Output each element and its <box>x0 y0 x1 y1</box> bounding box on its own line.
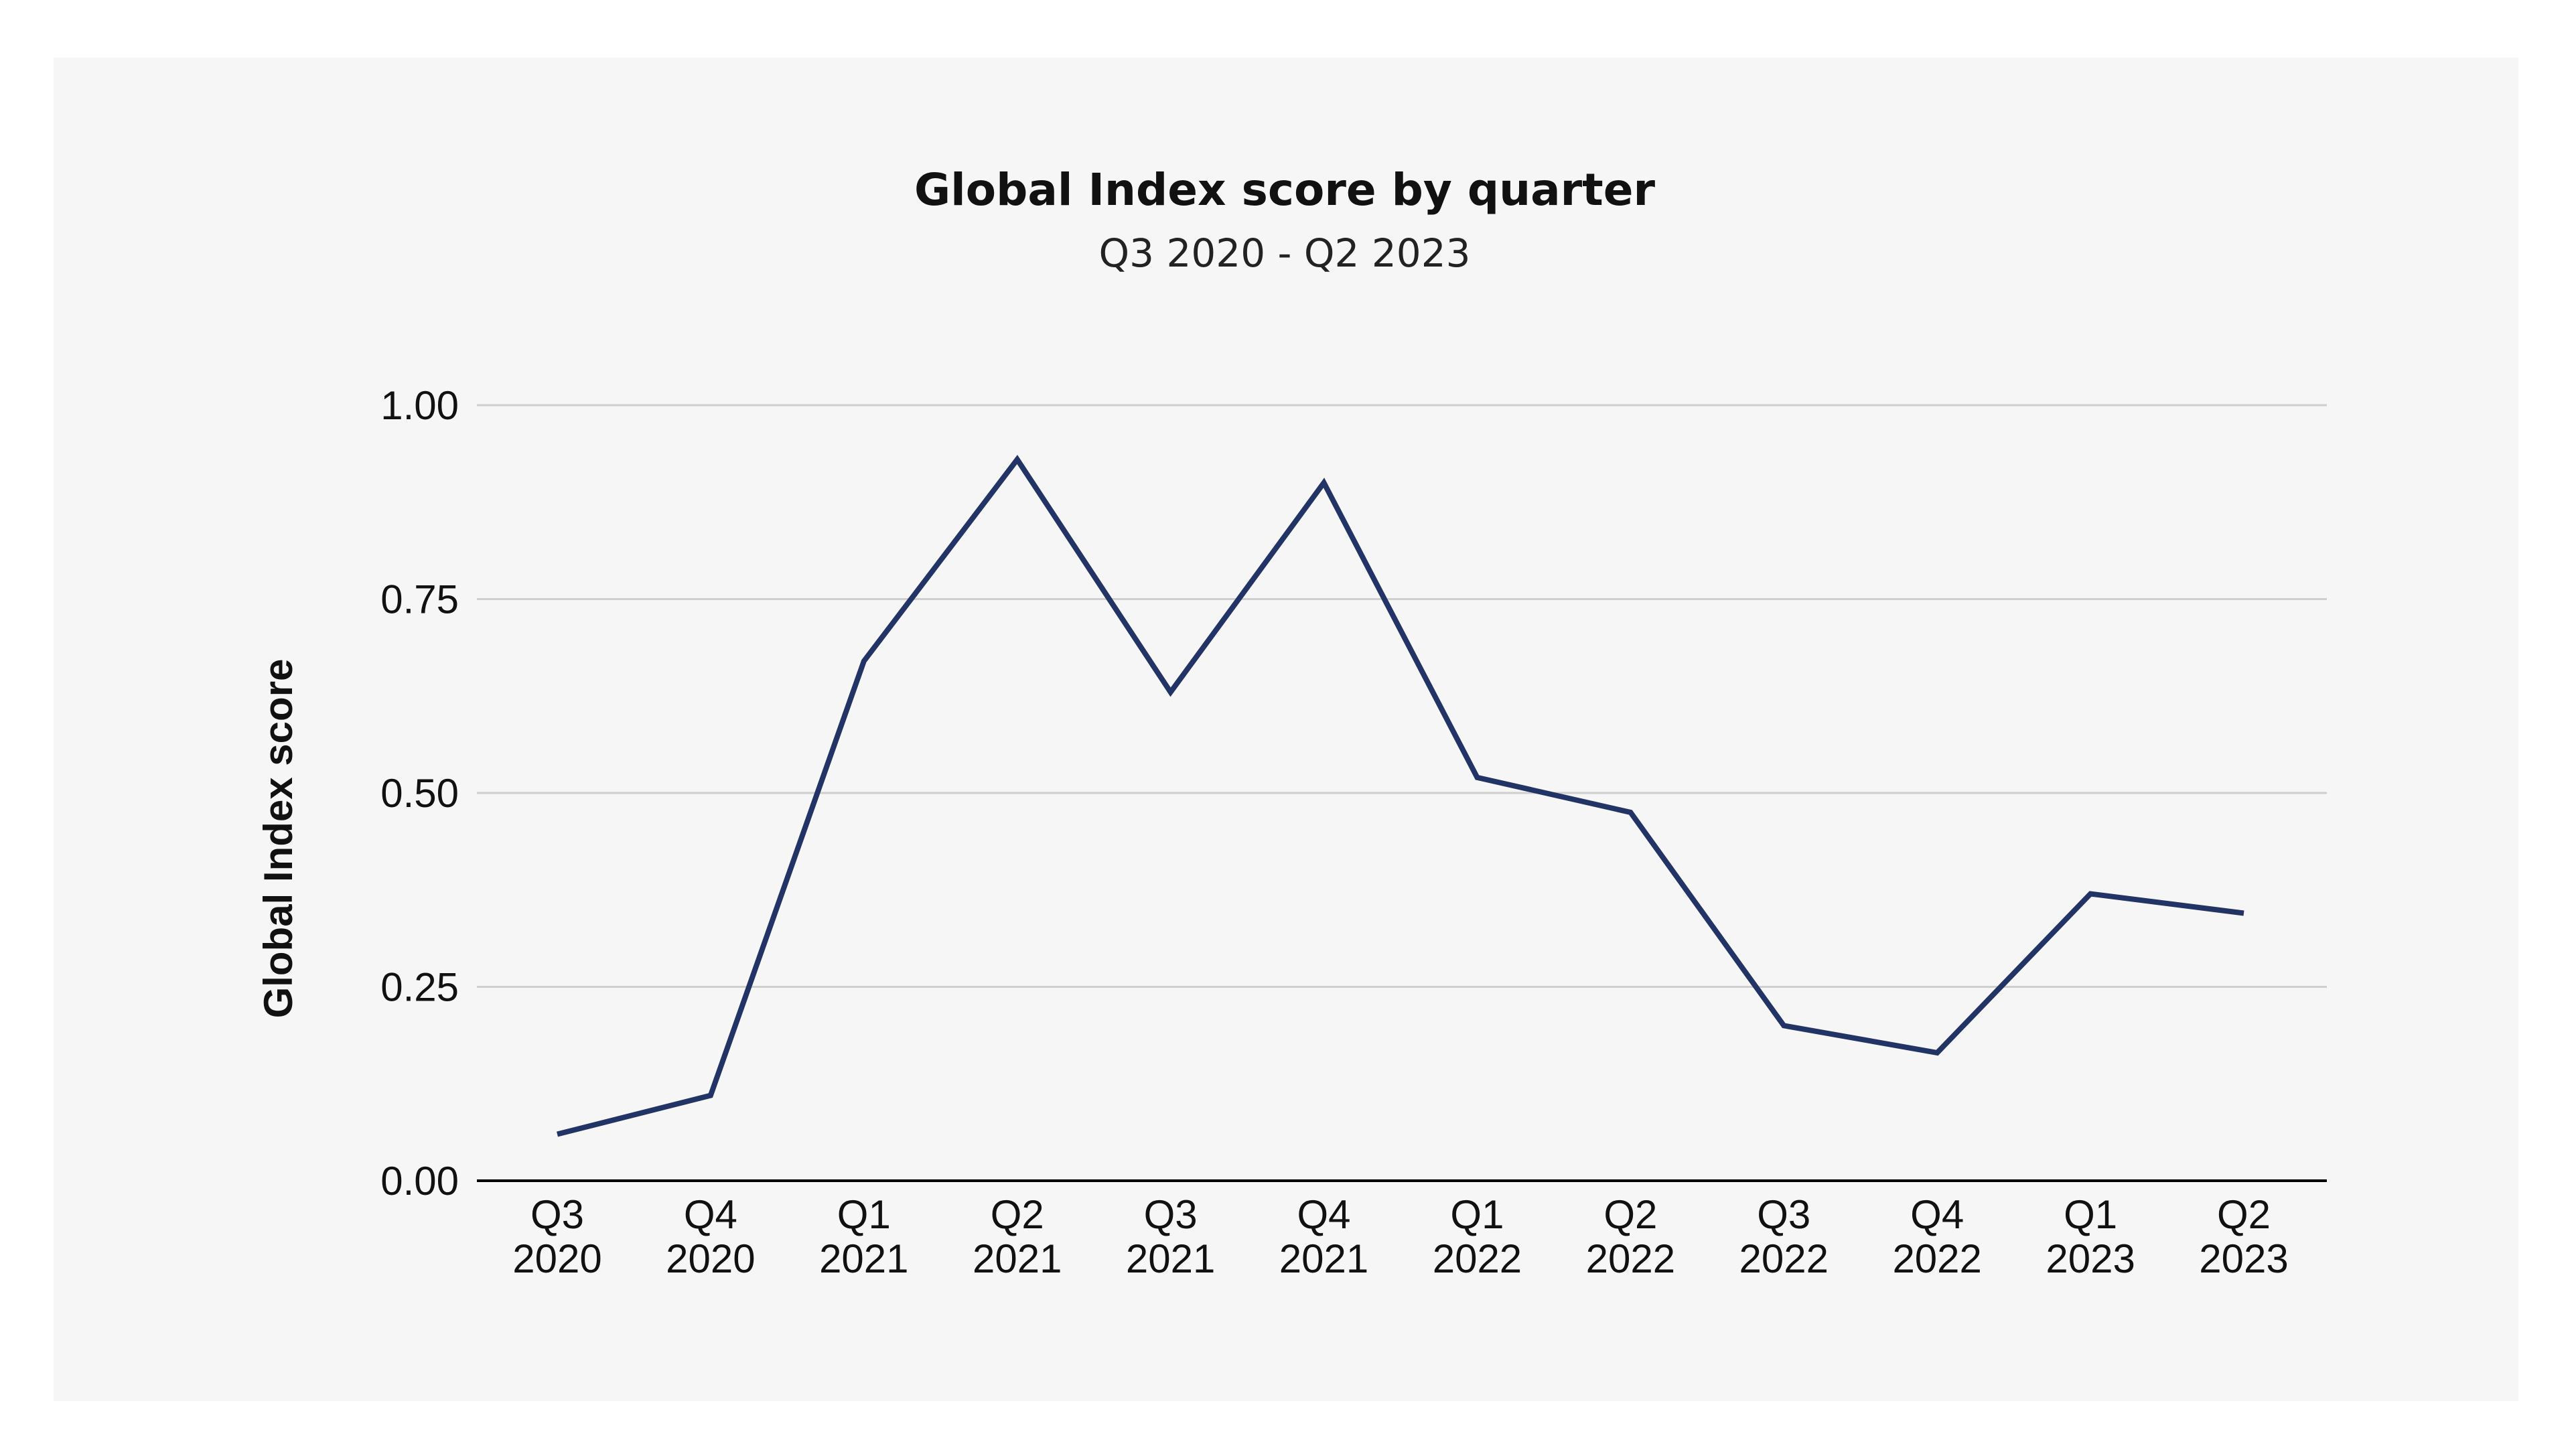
x-tick-label: Q4 <box>684 1192 737 1237</box>
chart-subtitle: Q3 2020 - Q2 2023 <box>1099 230 1471 276</box>
x-tick-label: Q3 <box>1757 1192 1810 1237</box>
x-tick-label: 2020 <box>512 1236 601 1281</box>
x-tick-label: 2022 <box>1586 1236 1675 1281</box>
x-tick-label: 2022 <box>1892 1236 1981 1281</box>
chart-title: Global Index score by quarter <box>914 164 1656 216</box>
y-tick-label: 0.00 <box>380 1159 459 1204</box>
x-axis-ticks: Q32020Q42020Q12021Q22021Q32021Q42021Q120… <box>512 1192 2288 1281</box>
y-tick-label: 0.75 <box>380 577 459 622</box>
x-tick-label: 2021 <box>819 1236 908 1281</box>
gridlines <box>477 404 2327 988</box>
x-tick-label: 2021 <box>1126 1236 1215 1281</box>
series-line <box>557 455 2244 1137</box>
x-tick-label: Q1 <box>1450 1192 1504 1237</box>
x-tick-label: Q2 <box>991 1192 1044 1237</box>
x-tick-label: Q3 <box>1144 1192 1198 1237</box>
y-tick-label: 0.50 <box>380 771 459 816</box>
x-tick-label: 2021 <box>973 1236 1062 1281</box>
x-tick-label: Q3 <box>530 1192 584 1237</box>
y-axis-label: Global Index score <box>256 659 301 1019</box>
series-layer <box>557 455 2244 1137</box>
x-tick-label: Q2 <box>2217 1192 2271 1237</box>
x-tick-label: 2023 <box>2199 1236 2288 1281</box>
x-tick-label: 2023 <box>2046 1236 2135 1281</box>
x-tick-label: 2021 <box>1279 1236 1368 1281</box>
y-axis-ticks: 0.00 0.25 0.50 0.75 1.00 <box>380 383 459 1204</box>
x-tick-label: Q1 <box>2064 1192 2117 1237</box>
y-tick-label: 1.00 <box>380 383 459 428</box>
x-tick-label: Q4 <box>1910 1192 1964 1237</box>
x-tick-label: 2020 <box>666 1236 755 1281</box>
x-tick-label: Q1 <box>837 1192 891 1237</box>
y-tick-label: 0.25 <box>380 965 459 1010</box>
x-tick-label: Q2 <box>1603 1192 1657 1237</box>
x-tick-label: Q4 <box>1297 1192 1351 1237</box>
x-tick-label: 2022 <box>1739 1236 1829 1281</box>
chart-panel-background <box>54 58 2518 1401</box>
x-tick-label: 2022 <box>1433 1236 1522 1281</box>
